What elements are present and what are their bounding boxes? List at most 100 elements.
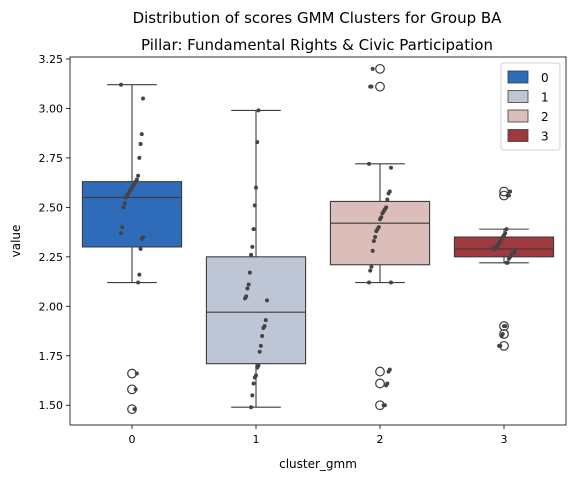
strip-point (368, 268, 373, 273)
strip-point (371, 239, 376, 243)
strip-point (137, 272, 142, 277)
strip-point (258, 343, 263, 348)
outlier-point (375, 378, 385, 389)
strip-point (139, 132, 144, 137)
legend-swatch (507, 70, 529, 84)
strip-point (370, 66, 375, 71)
strip-point (381, 403, 386, 408)
strip-group-2 (367, 66, 393, 408)
strip-point (378, 217, 382, 222)
axes-frame (69, 56, 567, 426)
outlier-point (375, 81, 385, 92)
strip-point (245, 286, 250, 291)
legend-label: 3 (541, 130, 549, 144)
legend-swatch (507, 109, 529, 123)
box-group-2 (329, 63, 431, 411)
y-tick-label: 1.50 (39, 399, 64, 412)
outlier-point (499, 321, 509, 331)
x-tick-label: 1 (253, 433, 260, 446)
strip-point (497, 343, 502, 348)
strip-point (252, 203, 257, 208)
y-tick-label: 2.75 (39, 152, 64, 165)
box-group-1 (205, 109, 307, 408)
strip-point (139, 237, 144, 242)
strip-point (243, 296, 247, 301)
y-tick-label: 2.50 (39, 201, 64, 214)
x-tick-label: 2 (377, 433, 384, 446)
strip-point (367, 161, 371, 166)
x-axis: 0 1 2 3 (129, 425, 508, 446)
outlier-point (375, 366, 385, 377)
outlier-point (375, 63, 385, 74)
x-tick-label: 3 (501, 433, 508, 446)
y-axis: 1.50 1.75 2.00 2.25 2.50 2.75 3.00 3.25 (39, 53, 70, 412)
strip-point (389, 280, 393, 285)
strip-point (249, 252, 254, 257)
x-axis-label: cluster_gmm (279, 457, 357, 471)
strip-point (369, 264, 374, 269)
strip-point (252, 375, 257, 380)
strip-point (247, 270, 252, 275)
strip-point (260, 333, 265, 338)
strip-point (504, 260, 509, 265)
box (205, 256, 307, 365)
y-tick-label: 3.00 (39, 102, 64, 115)
outlier-point (499, 329, 509, 339)
strip-point (119, 82, 123, 87)
strip-point (505, 193, 510, 198)
strip-point (134, 371, 139, 376)
x-tick-label: 0 (129, 433, 136, 446)
strip-point (132, 407, 137, 412)
strip-point (250, 393, 255, 398)
box-group-0 (81, 84, 183, 415)
strip-point (136, 173, 141, 178)
box (329, 200, 431, 266)
strip-point (246, 282, 251, 287)
strip-point (263, 318, 268, 323)
strip-point (380, 211, 385, 216)
strip-point (374, 229, 379, 234)
strip-point (133, 387, 138, 392)
strip-point (491, 246, 495, 251)
y-tick-label: 1.75 (39, 350, 64, 363)
strip-point (261, 326, 266, 331)
y-tick-label: 3.25 (39, 53, 64, 66)
legend-swatch (507, 129, 529, 142)
strip-point (370, 248, 375, 253)
box (453, 236, 555, 258)
legend-label: 2 (541, 110, 549, 124)
strip-point (502, 324, 506, 329)
strip-point (250, 244, 255, 249)
legend-label: 0 (541, 71, 549, 85)
strip-point (386, 369, 391, 374)
strip-group-0 (119, 82, 145, 412)
strip-point (384, 383, 389, 388)
strip-point (136, 280, 141, 285)
strip-point (255, 140, 260, 145)
strip-point (367, 280, 371, 285)
strip-point (255, 365, 260, 370)
strip-point (251, 227, 256, 232)
strip-point (257, 349, 262, 354)
y-tick-label: 2.25 (39, 251, 64, 264)
box (81, 181, 183, 248)
strip-point (373, 235, 378, 240)
chart-subtitle: Pillar: Fundamental Rights & Civic Parti… (141, 36, 493, 54)
strip-point (386, 191, 391, 196)
strip-point (368, 84, 373, 89)
strip-point (249, 405, 254, 410)
strip-point (389, 165, 393, 170)
strip-point (138, 246, 143, 251)
strip-point (504, 227, 509, 232)
strip-point (141, 96, 145, 101)
strip-point (122, 201, 127, 206)
strip-point (123, 195, 128, 200)
strip-point (256, 108, 261, 113)
chart-title: Distribution of scores GMM Clusters for … (133, 9, 503, 27)
strip-point (499, 333, 504, 338)
strip-point (121, 205, 126, 210)
strip-point (120, 225, 125, 230)
strip-point (251, 381, 256, 386)
strip-point (119, 231, 123, 236)
